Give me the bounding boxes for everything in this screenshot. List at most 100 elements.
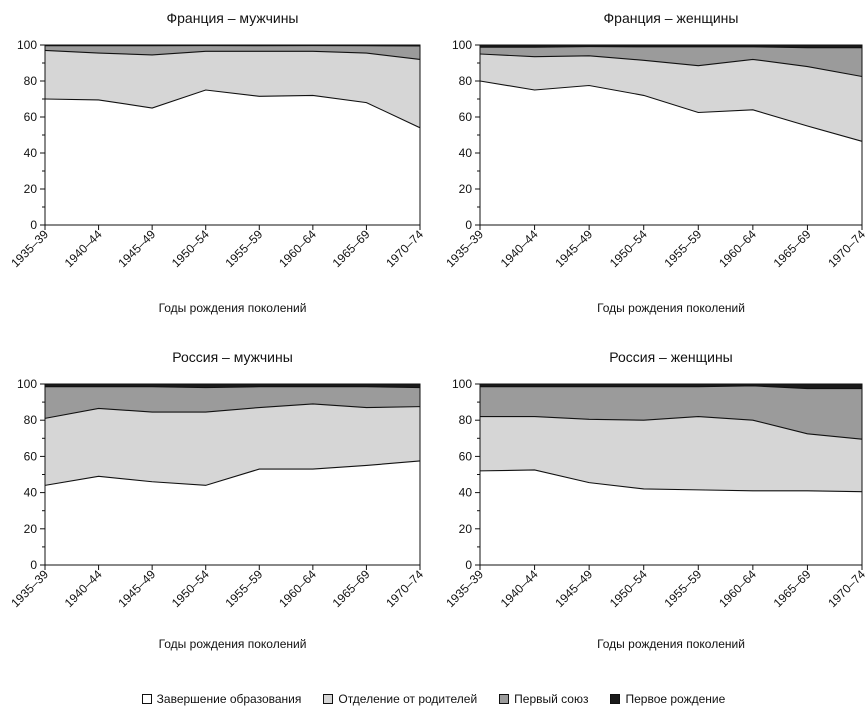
legend-item-education: Завершение образования: [141, 692, 302, 706]
line-education-france-men: [44, 89, 421, 129]
x-tick-label-russia-men: 1970–74: [383, 567, 426, 610]
panel-russia-women: 0 20 40 60 80 100 1935–39 1940–44 1945–49 1950–54…: [443, 349, 867, 651]
x-tick-label-russia-women: 1965–69: [771, 567, 814, 610]
legend-item-first-union: Первый союз: [499, 692, 588, 706]
x-tick-label-russia-women: 1960–64: [716, 567, 759, 610]
x-tick-label-france-men: 1935–39: [8, 227, 51, 270]
x-tick-label-france-women: 1935–39: [443, 227, 486, 270]
area-leaving-home-russia-men: [45, 403, 420, 486]
area-first-union-russia-men: [45, 386, 420, 419]
area-leaving-home-france-women: [480, 54, 862, 142]
y-tick-label-france-women: 80: [459, 74, 473, 88]
area-leaving-home-russia-women: [480, 416, 862, 492]
line-leaving-home-france-men: [44, 49, 421, 60]
y-tick-label-france-women: 40: [459, 146, 473, 160]
x-tick-label-russia-women: 1970–74: [825, 567, 867, 610]
x-tick-label-russia-women: 1945–49: [552, 567, 595, 610]
legend-item-first-birth: Первое рождение: [610, 692, 725, 706]
area-leaving-home-france-men: [45, 50, 420, 128]
y-tick-label-russia-women: 80: [459, 413, 473, 427]
y-tick-label-france-men: 80: [24, 74, 38, 88]
x-tick-label-russia-men: 1955–59: [222, 567, 265, 610]
y-tick-label-russia-men: 40: [24, 486, 38, 500]
y-tick-label-russia-men: 0: [30, 558, 37, 572]
y-tick-label-france-men: 60: [24, 110, 38, 124]
chart-title-france-men: Франция – мужчины: [167, 10, 299, 26]
y-tick-label-france-women: 100: [452, 38, 472, 52]
chart-title-russia-women: Россия – женщины: [609, 349, 733, 365]
line-first-union-russia-women: [480, 385, 862, 390]
line-first-union-russia-men: [45, 386, 421, 389]
y-tick-label-russia-men: 80: [24, 413, 38, 427]
legend-swatch-first-union: [499, 694, 510, 704]
legend-item-leaving-home: Отделение от родителей: [323, 692, 477, 706]
panel-france-women: 0 20 40 60 80 100 1935–39 1940–44 1945–49 1950–54…: [443, 10, 867, 315]
y-tick-label-russia-women: 100: [452, 377, 472, 391]
y-tick-label-france-men: 20: [24, 182, 38, 196]
y-tick-label-russia-men: 100: [17, 377, 37, 391]
area-first-union-russia-women: [480, 385, 862, 440]
x-axis-label-russia-men: Годы рождения поколений: [159, 637, 307, 651]
x-tick-label-france-women: 1950–54: [607, 227, 650, 270]
x-tick-label-russia-women: 1955–59: [661, 567, 704, 610]
line-leaving-home-france-women: [479, 53, 863, 78]
line-education-france-women: [479, 80, 863, 142]
y-tick-label-russia-men: 60: [24, 449, 38, 463]
legend-swatch-leaving-home: [323, 694, 334, 704]
y-tick-label-russia-women: 60: [459, 449, 473, 463]
legend-label-leaving-home: Отделение от родителей: [338, 692, 478, 706]
y-tick-label-france-women: 0: [465, 218, 472, 232]
x-tick-label-france-women: 1940–44: [498, 227, 541, 270]
chart-title-russia-men: Россия – мужчины: [172, 349, 293, 365]
legend-label-first-union: Первый союз: [514, 692, 589, 706]
x-tick-label-france-men: 1945–49: [115, 227, 158, 270]
x-tick-label-france-women: 1945–49: [552, 227, 595, 270]
y-tick-label-france-men: 0: [30, 218, 37, 232]
area-first-union-france-men: [45, 45, 420, 60]
panel-france-men: 0 20 40 60 80 100 1935–39 1940–44 1945–49 1950–54…: [8, 10, 426, 315]
x-tick-label-russia-men: 1935–39: [8, 567, 51, 610]
y-tick-label-france-men: 40: [24, 146, 38, 160]
x-tick-label-russia-men: 1940–44: [62, 567, 105, 610]
y-tick-label-russia-men: 20: [24, 522, 38, 536]
panel-russia-men: 0 20 40 60 80 100 1935–39 1940–44 1945–49 1950–54…: [8, 349, 426, 651]
x-tick-label-france-men: 1970–74: [383, 227, 426, 270]
area-first-union-france-women: [480, 46, 862, 77]
line-leaving-home-russia-men: [44, 403, 421, 419]
area-education-france-women: [480, 81, 862, 225]
x-axis-label-russia-women: Годы рождения поколений: [597, 637, 745, 651]
x-axis-label-france-women: Годы рождения поколений: [597, 301, 745, 315]
x-tick-label-france-men: 1955–59: [222, 227, 265, 270]
area-education-france-men: [45, 90, 420, 225]
x-tick-label-france-women: 1960–64: [716, 227, 759, 270]
line-leaving-home-russia-women: [480, 416, 863, 440]
x-tick-label-france-men: 1940–44: [62, 227, 105, 270]
area-education-russia-women: [480, 469, 862, 565]
area-education-russia-men: [45, 460, 420, 565]
line-first-union-france-women: [480, 46, 862, 49]
x-tick-label-france-women: 1965–69: [771, 227, 814, 270]
x-tick-label-russia-men: 1965–69: [330, 567, 373, 610]
line-education-russia-men: [44, 460, 421, 486]
line-education-russia-women: [479, 469, 863, 493]
x-tick-label-france-men: 1950–54: [169, 227, 212, 270]
legend-swatch-education: [141, 694, 152, 704]
y-tick-label-russia-women: 40: [459, 486, 473, 500]
y-tick-label-france-men: 100: [17, 38, 37, 52]
x-tick-label-france-women: 1970–74: [825, 227, 867, 270]
x-tick-label-france-women: 1955–59: [661, 227, 704, 270]
chart-title-france-women: Франция – женщины: [604, 10, 739, 26]
x-tick-label-russia-women: 1940–44: [498, 567, 541, 610]
y-tick-label-russia-women: 0: [465, 558, 472, 572]
x-tick-label-russia-men: 1950–54: [169, 567, 212, 610]
x-tick-label-france-men: 1965–69: [330, 227, 373, 270]
legend: Завершение образования Отделение от роди…: [0, 692, 867, 706]
y-tick-label-russia-women: 20: [459, 522, 473, 536]
legend-label-education: Завершение образования: [156, 692, 302, 706]
legend-label-first-birth: Первое рождение: [625, 692, 726, 706]
x-tick-label-russia-men: 1945–49: [115, 567, 158, 610]
x-axis-label-france-men: Годы рождения поколений: [159, 301, 307, 315]
x-tick-label-russia-women: 1950–54: [607, 567, 650, 610]
x-tick-label-russia-men: 1960–64: [276, 567, 319, 610]
